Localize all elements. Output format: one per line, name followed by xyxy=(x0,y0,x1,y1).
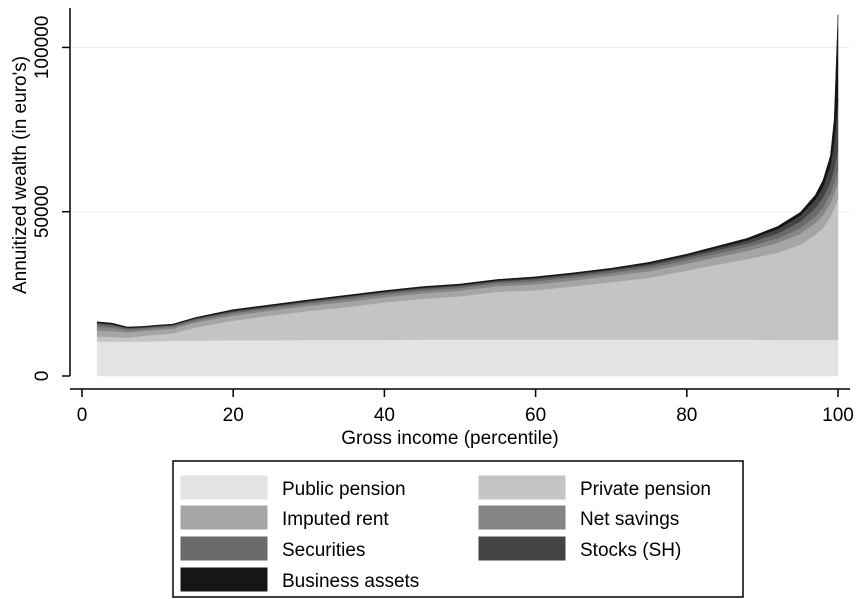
legend-swatch xyxy=(179,535,269,562)
legend-swatch xyxy=(477,474,567,501)
x-tick-label: 80 xyxy=(676,405,697,426)
legend-label: Securities xyxy=(282,540,365,561)
area-series-group xyxy=(96,14,839,377)
y-axis-title: Annuitized wealth (in euro's) xyxy=(10,56,31,294)
legend-label: Private pension xyxy=(580,479,711,500)
legend-label: Business assets xyxy=(282,571,419,592)
x-tick-label: 60 xyxy=(525,405,546,426)
legend-swatch xyxy=(477,504,567,531)
x-ticks: 0 20 40 60 80 100 xyxy=(77,389,854,426)
legend-label: Net savings xyxy=(580,509,679,530)
x-tick-label: 40 xyxy=(374,405,395,426)
y-ticks: 0 50000 100000 xyxy=(32,16,70,382)
legend: Public pension Private pension Imputed ren… xyxy=(172,460,744,598)
y-tick-label: 50000 xyxy=(32,185,53,238)
axes xyxy=(69,8,850,390)
x-tick-label: 20 xyxy=(223,405,244,426)
x-tick-label: 0 xyxy=(77,405,88,426)
y-tick-label: 100000 xyxy=(32,16,53,79)
legend-label: Imputed rent xyxy=(282,509,389,530)
area-business-assets xyxy=(96,14,839,328)
legend-label: Public pension xyxy=(282,479,406,500)
legend-swatch xyxy=(179,566,269,593)
legend-swatch xyxy=(477,535,567,562)
legend-swatch xyxy=(179,504,269,531)
gridlines xyxy=(71,46,850,213)
legend-label: Stocks (SH) xyxy=(580,540,681,561)
x-axis-title: Gross income (percentile) xyxy=(341,428,559,449)
x-tick-label: 100 xyxy=(822,405,854,426)
y-tick-label: 0 xyxy=(32,371,53,382)
legend-swatch xyxy=(179,474,269,501)
area-public-pension xyxy=(96,339,839,377)
